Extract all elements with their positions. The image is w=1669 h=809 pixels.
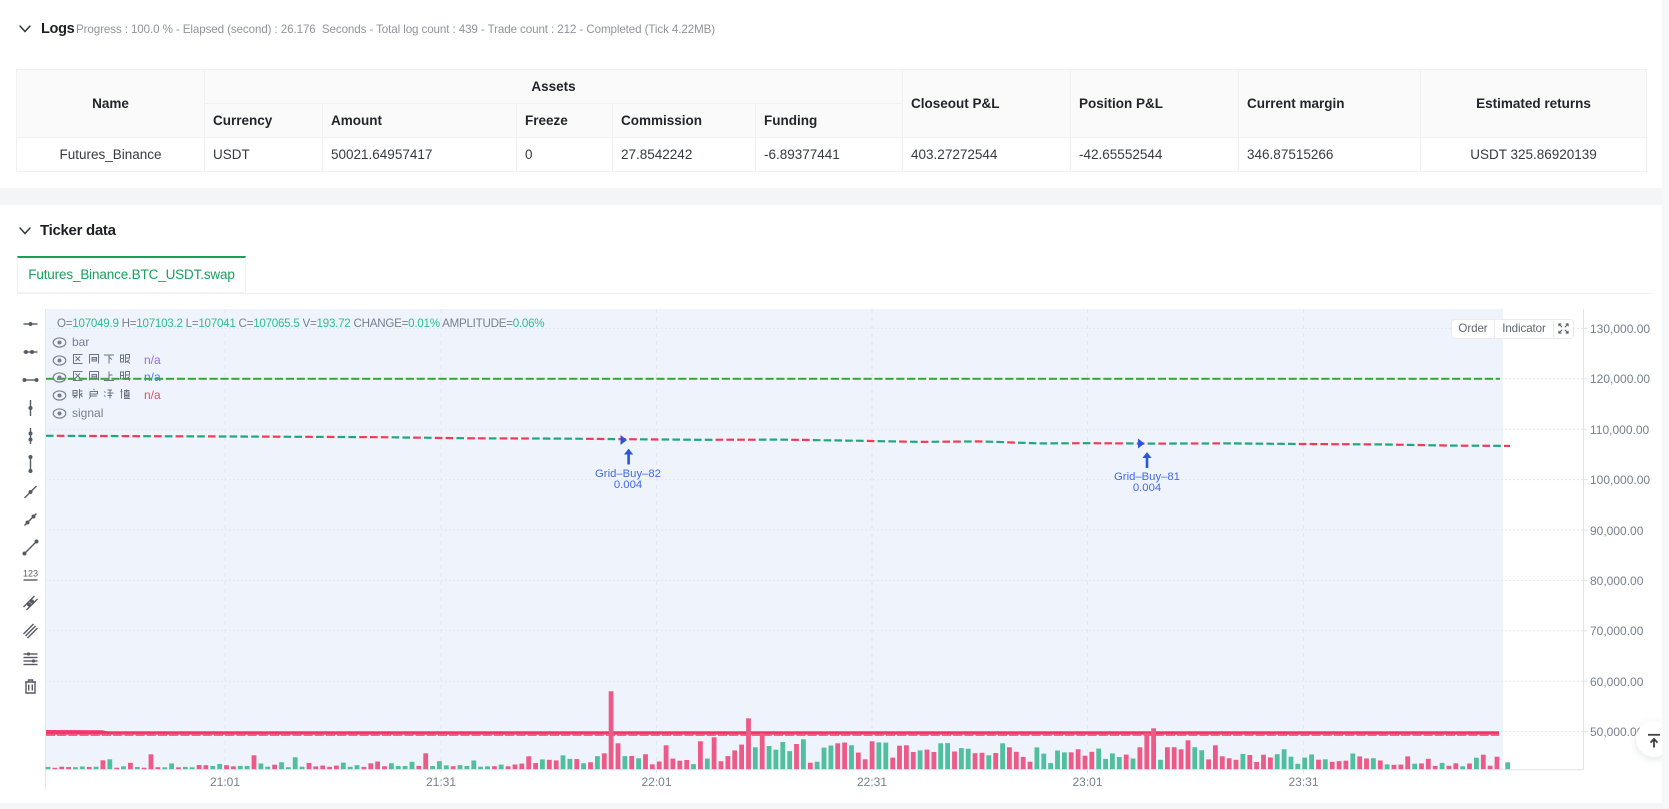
svg-text:123: 123 xyxy=(23,569,38,579)
